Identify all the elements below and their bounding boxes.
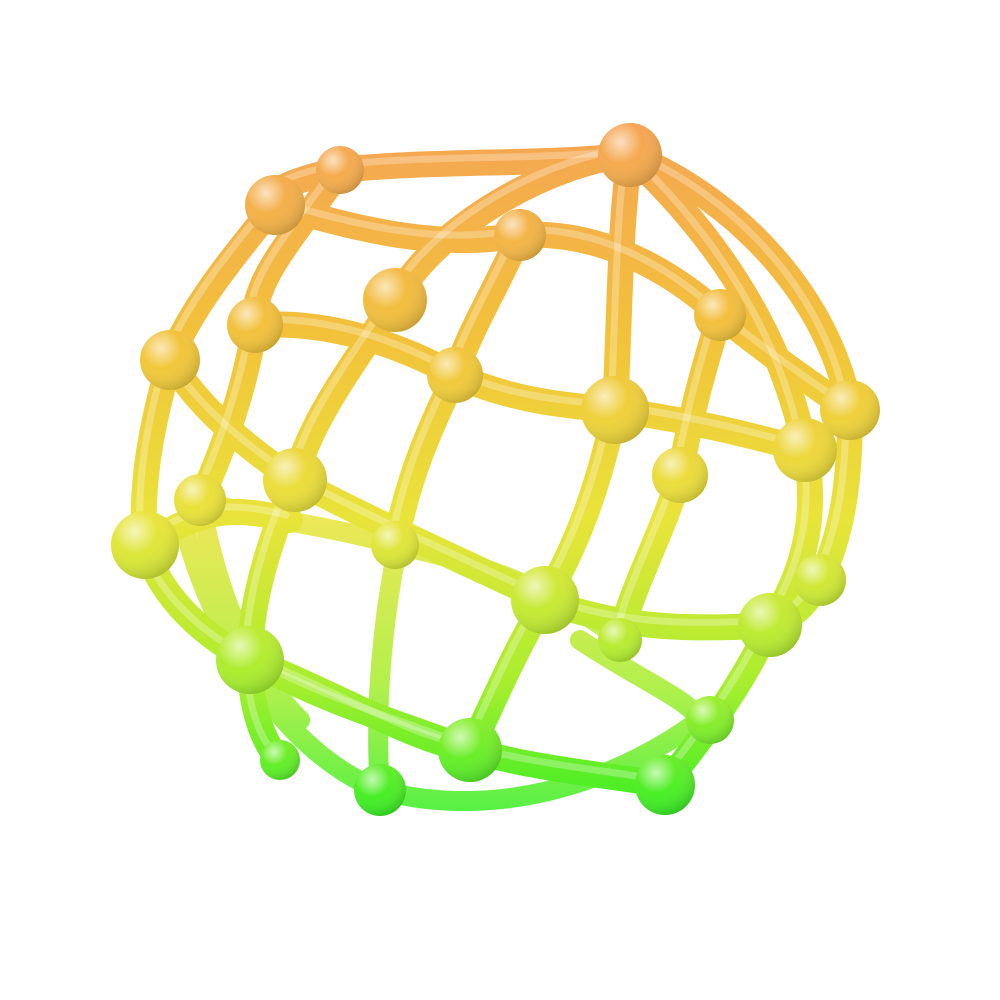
front-rib	[242, 311, 818, 463]
sphere-node	[652, 447, 708, 503]
rib-highlight	[247, 315, 805, 449]
sphere-node	[260, 740, 300, 780]
front-rib	[617, 142, 863, 423]
rib-highlight	[137, 536, 665, 784]
rib-highlight	[267, 196, 850, 409]
sphere-node	[635, 755, 695, 815]
rib-highlight	[162, 351, 770, 626]
sphere-node	[598, 618, 642, 662]
back-rib	[368, 550, 405, 800]
sphere-node	[316, 146, 364, 194]
sphere-node	[511, 566, 579, 634]
sphere-node	[216, 626, 284, 694]
sphere-node	[427, 347, 483, 403]
sphere-node	[773, 418, 837, 482]
sphere-node	[140, 330, 200, 390]
front-rib	[457, 142, 643, 763]
sphere-node	[174, 474, 226, 526]
rib-highlight	[462, 146, 630, 749]
sphere-node	[694, 289, 746, 341]
back-rib	[570, 630, 710, 730]
sphere-node	[227, 297, 283, 353]
rib-highlight	[622, 146, 810, 784]
sphere-node	[581, 376, 649, 444]
sphere-nodes	[111, 123, 880, 816]
sphere-node	[820, 380, 880, 440]
rib-highlight	[622, 146, 850, 409]
sphere-node	[598, 123, 662, 187]
back-rib	[190, 490, 310, 730]
back-rib	[370, 710, 710, 811]
sphere-node	[794, 554, 846, 606]
sphere-node	[686, 696, 734, 744]
sphere-node	[363, 268, 427, 332]
sphere-node	[738, 593, 802, 657]
sphere-node	[438, 718, 502, 782]
sphere-node	[263, 448, 327, 512]
sphere-node	[354, 764, 406, 816]
sphere-node	[111, 511, 179, 579]
sphere-node	[494, 209, 546, 261]
sphere-node	[371, 521, 419, 569]
sphere-node	[245, 175, 305, 235]
